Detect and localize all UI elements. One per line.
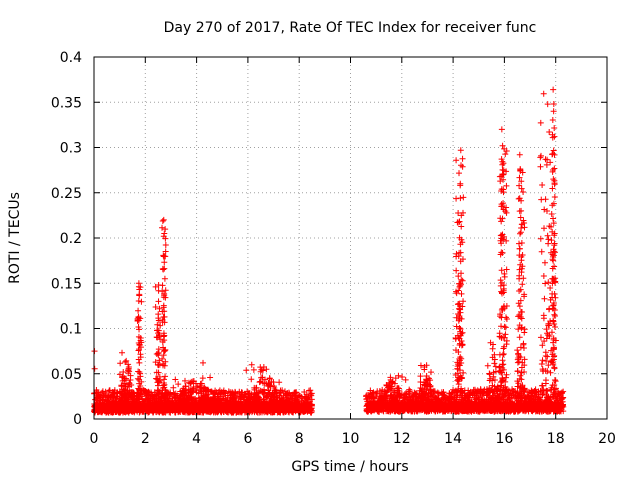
data-point (154, 321, 161, 328)
data-point (256, 379, 263, 386)
chart-title: Day 270 of 2017, Rate Of TEC Index for r… (164, 20, 537, 36)
grid (94, 57, 607, 419)
data-point (539, 357, 546, 364)
data-points (91, 86, 567, 416)
